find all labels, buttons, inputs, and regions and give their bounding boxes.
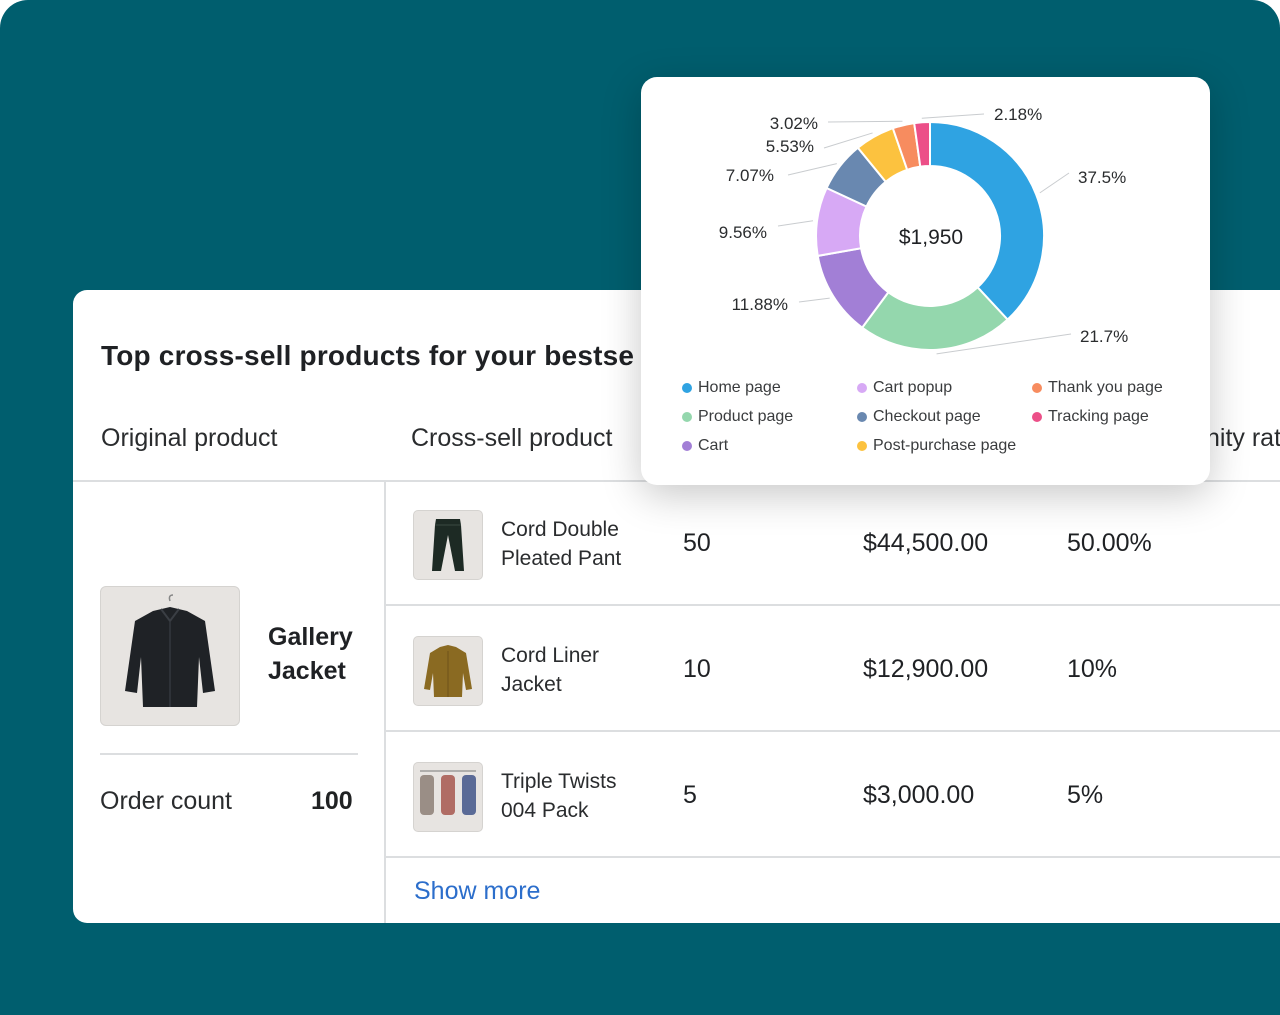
legend-label: Tracking page <box>1048 408 1149 425</box>
jacket-icon <box>125 594 215 707</box>
legend-label: Home page <box>698 379 781 396</box>
column-header-cross-sell: Cross-sell product <box>411 424 613 452</box>
orders-cell: 50 <box>683 529 711 557</box>
leader-line <box>827 120 903 123</box>
original-product-thumbnail[interactable] <box>100 586 240 726</box>
leader-line <box>798 297 830 303</box>
product-name-line2: 004 Pack <box>501 799 589 822</box>
original-product-name-line2: Jacket <box>268 657 346 685</box>
legend-item-cart[interactable]: Cart <box>682 437 728 455</box>
product-name-line2: Pleated Pant <box>501 547 622 570</box>
column-divider <box>384 482 386 923</box>
legend-item-tracking-page[interactable]: Tracking page <box>1032 408 1149 426</box>
slice-percent-label: 11.88% <box>732 295 788 314</box>
revenue-cell: $12,900.00 <box>863 655 989 683</box>
donut-slice-tracking-page[interactable] <box>913 120 931 168</box>
original-product-divider <box>100 753 358 755</box>
legend-item-home-page[interactable]: Home page <box>682 379 781 397</box>
table-row: Cord Liner Jacket 10 $12,900.00 10% <box>386 608 1280 732</box>
legend-item-product-page[interactable]: Product page <box>682 408 793 426</box>
rate-cell: 10% <box>1067 655 1118 683</box>
product-name-line1: Triple Twists <box>501 770 617 793</box>
table-row: Triple Twists 004 Pack 5 $3,000.00 5% <box>386 734 1280 858</box>
legend-label: Cart <box>698 437 729 454</box>
row-divider <box>386 730 1280 732</box>
table-row: Cord Double Pleated Pant 50 $44,500.00 5… <box>386 482 1280 606</box>
slice-percent-label: 3.02% <box>770 114 818 133</box>
slice-percent-label: 21.7% <box>1080 327 1128 346</box>
legend-item-cart-popup[interactable]: Cart popup <box>857 379 952 397</box>
leader-line <box>777 220 814 227</box>
column-header-original: Original product <box>101 424 278 452</box>
legend-item-post-purchase-page[interactable]: Post-purchase page <box>857 437 1016 455</box>
legend-label: Product page <box>698 408 794 425</box>
order-count-value: 100 <box>311 787 353 815</box>
original-product-name-line1: Gallery <box>268 623 353 651</box>
leader-line <box>1039 172 1070 194</box>
donut-slice-home-page[interactable] <box>929 120 1045 321</box>
jacket-icon <box>424 645 472 697</box>
pants-icon <box>432 519 464 571</box>
legend-swatch <box>682 383 692 393</box>
column-header-rate: nity rat <box>1206 424 1280 452</box>
product-name[interactable]: Triple Twists 004 Pack <box>501 767 617 825</box>
revenue-cell: $3,000.00 <box>863 781 975 809</box>
leader-line <box>787 163 837 176</box>
slice-percent-label: 2.18% <box>994 105 1042 124</box>
donut-chart: 37.5% 21.7% 11.88% 9.56% 7.07% 5.53% 3.02% 2.18… <box>719 105 1128 355</box>
orders-cell: 5 <box>683 781 697 809</box>
revenue-cell: $44,500.00 <box>863 529 989 557</box>
legend-item-checkout-page[interactable]: Checkout page <box>857 408 981 426</box>
slice-percent-label: 7.07% <box>726 166 774 185</box>
row-divider <box>386 856 1280 858</box>
legend-item-thank-you-page[interactable]: Thank you page <box>1032 379 1163 397</box>
legend-label: Thank you page <box>1048 379 1163 396</box>
legend-label: Cart popup <box>873 379 953 396</box>
leader-line <box>823 132 873 149</box>
legend-swatch <box>1032 383 1042 393</box>
product-thumbnail[interactable] <box>413 510 483 580</box>
legend-swatch <box>682 412 692 422</box>
product-name-line1: Cord Double <box>501 518 619 541</box>
legend-swatch <box>857 383 867 393</box>
legend-swatch <box>1032 412 1042 422</box>
donut-center-total: $1,950 <box>899 226 963 249</box>
legend-label: Checkout page <box>873 408 981 425</box>
slice-percent-label: 9.56% <box>719 223 767 242</box>
slice-percent-label: 5.53% <box>766 137 814 156</box>
rate-cell: 50.00% <box>1067 529 1152 557</box>
product-name-line2: Jacket <box>501 673 562 696</box>
product-name[interactable]: Cord Liner Jacket <box>501 641 599 699</box>
row-divider <box>386 604 1280 606</box>
show-more-link[interactable]: Show more <box>414 877 541 905</box>
slice-percent-label: 37.5% <box>1078 168 1126 187</box>
product-name-line1: Cord Liner <box>501 644 600 667</box>
socks-icon <box>420 770 476 815</box>
orders-cell: 10 <box>683 655 711 683</box>
product-thumbnail[interactable] <box>413 762 483 832</box>
leader-line <box>921 113 985 119</box>
leader-line <box>936 333 1072 355</box>
legend-swatch <box>857 412 867 422</box>
donut-chart-card: 37.5% 21.7% 11.88% 9.56% 7.07% 5.53% 3.02% 2.18… <box>641 77 1210 485</box>
rate-cell: 5% <box>1067 781 1104 809</box>
card-title: Top cross-sell products for your bestse <box>101 340 635 371</box>
order-count-label: Order count <box>100 787 233 815</box>
product-name[interactable]: Cord Double Pleated Pant <box>501 515 621 573</box>
product-thumbnail[interactable] <box>413 636 483 706</box>
legend-swatch <box>857 441 867 451</box>
original-product-name[interactable]: Gallery Jacket <box>268 620 353 688</box>
legend-label: Post-purchase page <box>873 437 1017 454</box>
legend-swatch <box>682 441 692 451</box>
